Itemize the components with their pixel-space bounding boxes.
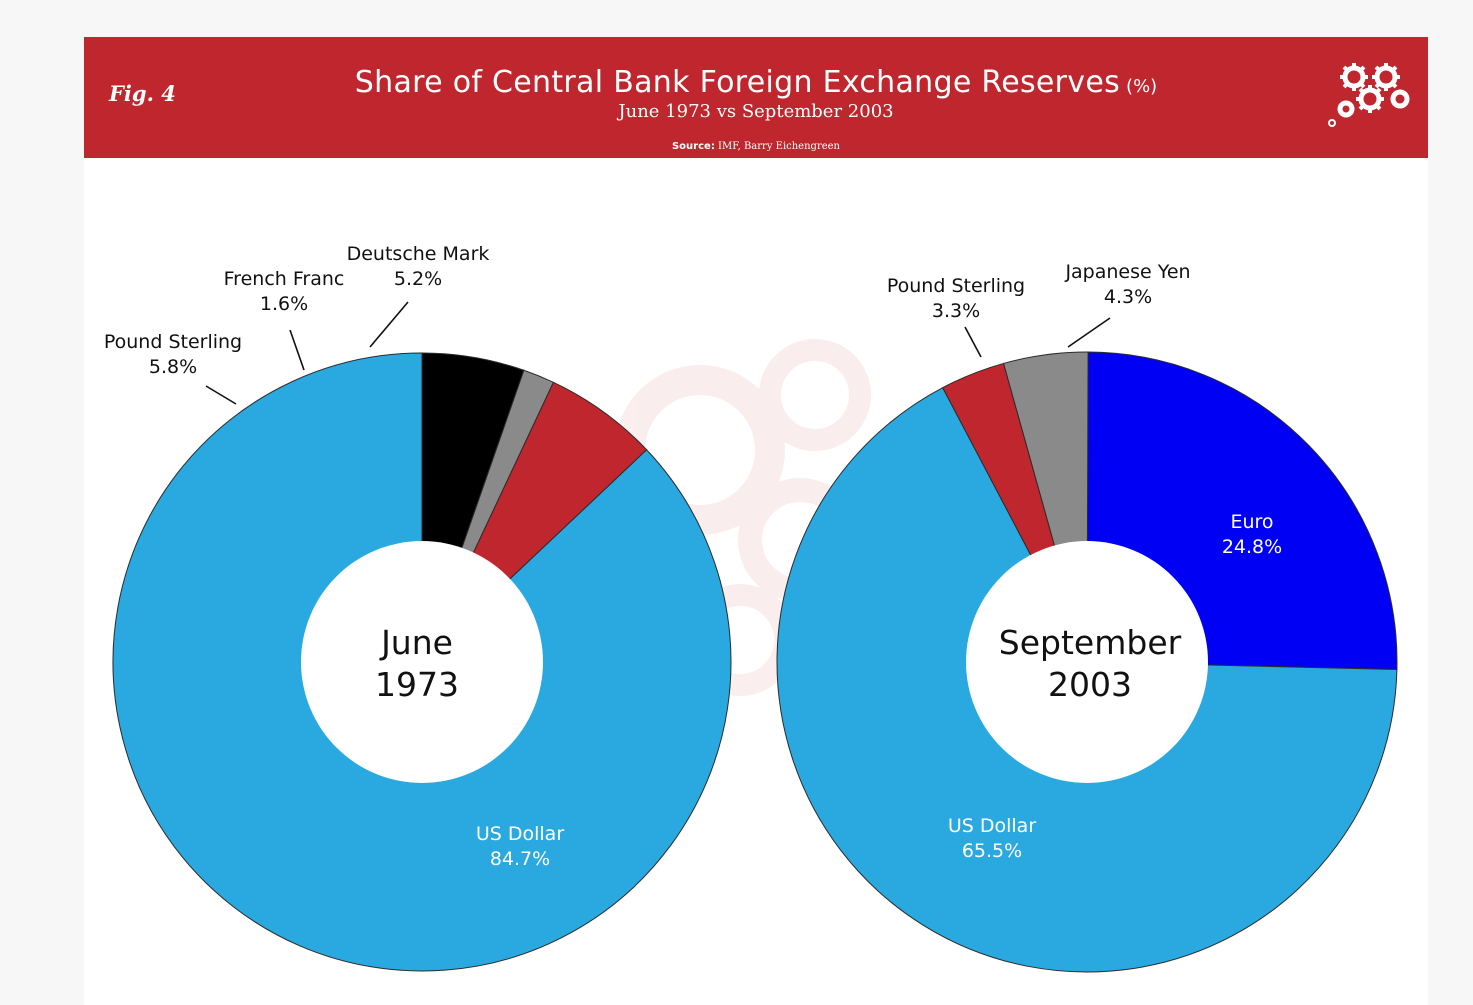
chart-title: Share of Central Bank Foreign Exchange R… <box>354 65 1121 100</box>
donut-hole <box>301 541 543 783</box>
donut-september-2003: Euro 24.8% US Dollar 65.5% Pound Sterling 3.3… <box>776 261 1398 973</box>
slice-label-french-franc: French Franc <box>224 268 345 290</box>
slice-label-japanese-yen: Japanese Yen <box>1064 261 1190 283</box>
slice-label-euro: Euro <box>1230 511 1273 533</box>
slice-label-us-dollar: US Dollar <box>476 823 564 845</box>
slice-value-us-dollar: 84.7% <box>490 848 550 870</box>
slice-label-pound-sterling: Pound Sterling <box>104 331 242 353</box>
source-value: IMF, Barry Eichengreen <box>718 141 840 152</box>
title-unit: (%) <box>1126 76 1158 97</box>
leader-line-deutsche-mark <box>369 301 409 348</box>
slice-label-deutsche-mark: Deutsche Mark <box>347 243 490 265</box>
figure-label: Fig. 4 <box>109 81 176 106</box>
gears-icon <box>1328 63 1410 127</box>
slice-value-pound-sterling: 5.8% <box>149 356 197 378</box>
slice-label-pound-sterling: Pound Sterling <box>887 275 1025 297</box>
slice-value-euro: 24.8% <box>1222 536 1282 558</box>
slice-value-pound-sterling: 3.3% <box>932 300 980 322</box>
slice-value-deutsche-mark: 5.2% <box>394 268 442 290</box>
leader-line-french-franc <box>289 329 305 371</box>
slice-value-japanese-yen: 4.3% <box>1104 286 1152 308</box>
center-label-line-1: June <box>379 623 453 662</box>
source-line: Source: IMF, Barry Eichengreen <box>84 141 1428 152</box>
header-banner: Fig. 4 Share of Central Bank Foreign Exc… <box>84 37 1428 158</box>
chart-subtitle: June 1973 vs September 2003 <box>618 101 894 122</box>
slice-value-us-dollar: 65.5% <box>962 840 1022 862</box>
slice-label-us-dollar: US Dollar <box>948 815 1036 837</box>
donut-hole <box>966 541 1208 783</box>
center-label-line-2: 1973 <box>375 665 459 704</box>
leader-line-pound-sterling <box>964 326 982 358</box>
source-key: Source: <box>671 141 715 152</box>
slice-value-french-franc: 1.6% <box>260 293 308 315</box>
title-block: Share of Central Bank Foreign Exchange R… <box>84 65 1428 122</box>
center-label-line-2: 2003 <box>1048 665 1132 704</box>
chart-title-line: Share of Central Bank Foreign Exchange R… <box>84 65 1428 100</box>
slice-us-dollar <box>112 352 732 972</box>
center-label-line-1: September <box>999 623 1182 662</box>
donut-june-1973: US Dollar 84.7% Pound Sterling 5.8% French F… <box>104 243 732 972</box>
leader-line-japanese-yen <box>1067 317 1111 348</box>
leader-line-pound-sterling <box>205 385 237 405</box>
